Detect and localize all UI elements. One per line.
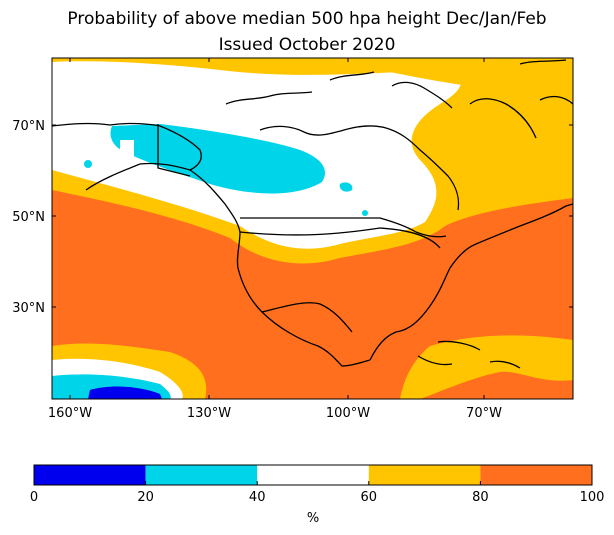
- colorbar-tick-label: 60: [361, 490, 378, 505]
- colorbar-label: %: [307, 511, 319, 526]
- coastlines: [52, 59, 573, 369]
- colorbar-bin-1: [145, 465, 258, 485]
- colorbar-tick-label: 40: [249, 490, 266, 505]
- map-subtitle: Issued October 2020: [218, 35, 396, 55]
- lon-tick-label: 160°W: [48, 406, 92, 421]
- colorbar-tick-label: 80: [472, 490, 489, 505]
- lat-tick-label: 50°N: [12, 210, 45, 225]
- colorbar-bin-2: [257, 465, 369, 485]
- lat-tick-label: 70°N: [12, 119, 45, 134]
- lon-tick-label: 100°W: [326, 406, 370, 421]
- colorbar-tick-label: 100: [580, 490, 605, 505]
- borders: [157, 124, 447, 333]
- lat-tick-label: 30°N: [12, 301, 45, 316]
- lon-tick-label: 130°W: [187, 406, 231, 421]
- colorbar-bin-3: [368, 465, 481, 485]
- colorbar-tick-label: 20: [137, 490, 154, 505]
- colorbar: 0 20 40 60 80 100: [30, 465, 605, 505]
- region-0-20: [88, 386, 162, 399]
- colorbar-bin-0: [34, 465, 146, 485]
- region-20-40: [110, 124, 326, 194]
- lon-tick-label: 70°W: [466, 406, 502, 421]
- colorbar-bin-4: [480, 465, 592, 485]
- colorbar-frame: [33, 464, 593, 486]
- colorbar-tick-label: 0: [30, 490, 38, 505]
- probability-field: [52, 58, 573, 399]
- map-title: Probability of above median 500 hpa heig…: [67, 9, 547, 29]
- map-frame: [51, 57, 574, 400]
